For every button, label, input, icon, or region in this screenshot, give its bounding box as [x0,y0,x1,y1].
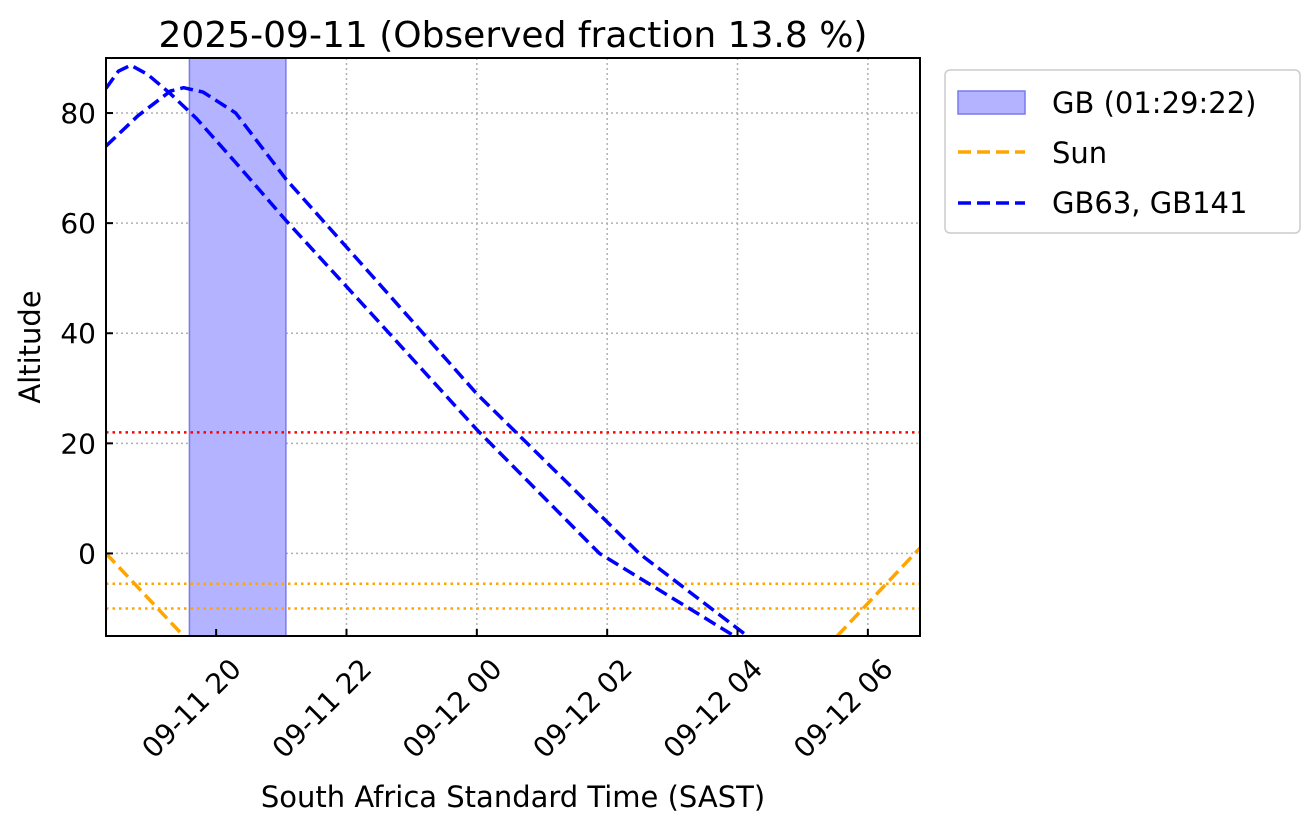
legend-patch-gb [957,90,1026,115]
series-line-gb141 [106,85,749,636]
series-line-sun [835,546,920,636]
x-tick-label: 09-12 06 [787,652,899,764]
reference-lines [106,431,920,610]
x-tick-label: 09-11 20 [135,652,247,764]
y-tick-label: 20 [60,427,96,460]
y-tick-label: 0 [78,537,96,570]
legend-frame [944,69,1301,234]
y-tick-label: 40 [60,317,96,350]
shaded-span-group [188,57,287,637]
legend-label-gb: GB (01:29:22) [1052,86,1256,120]
legend-label-targets: GB63, GB141 [1052,186,1247,220]
y-tick-label: 80 [60,97,96,130]
series-line-sun [106,552,185,636]
observing-window-span [188,57,287,637]
series-group [106,63,920,636]
x-tick-label: 09-12 04 [657,652,769,764]
y-tick-label: 60 [60,207,96,240]
plot-frame [105,57,921,637]
y-axis-label: Altitude [13,290,47,403]
chart-title: 2025-09-11 (Observed fraction 13.8 %) [159,15,868,56]
legend: GB (01:29:22) Sun GB63, GB141 [944,69,1301,234]
x-tick-label: 09-11 22 [266,652,378,764]
x-tick-label: 09-12 02 [526,652,638,764]
legend-label-sun: Sun [1052,136,1107,170]
x-axis-label: South Africa Standard Time (SAST) [261,780,765,814]
x-tick-label: 09-12 00 [396,652,508,764]
